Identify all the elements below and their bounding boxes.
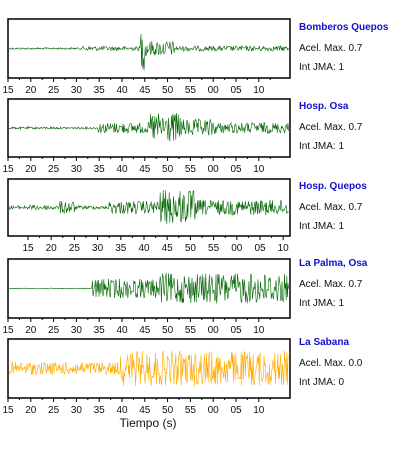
x-tick-label: 05: [254, 243, 266, 254]
station-name: La Palma, Osa: [299, 258, 368, 269]
x-tick-label: 40: [138, 243, 150, 254]
x-tick-label: 50: [162, 164, 174, 175]
x-tick-label: 25: [48, 85, 60, 96]
x-tick-label: 35: [94, 405, 106, 416]
station-name: La Sabana: [299, 337, 350, 348]
x-tick-label: 30: [71, 164, 83, 175]
x-tick-label: 30: [71, 85, 83, 96]
x-tick-label: 55: [185, 405, 197, 416]
x-tick-label: 00: [231, 243, 243, 254]
x-tick-label: 40: [116, 325, 128, 336]
x-tick-label: 05: [230, 405, 242, 416]
x-tick-label: 05: [230, 85, 242, 96]
x-tick-label: 45: [139, 85, 151, 96]
x-tick-label: 10: [253, 405, 265, 416]
acel-max-label: Acel. Max. 0.7: [299, 279, 363, 290]
x-tick-label: 00: [208, 325, 220, 336]
x-tick-label: 35: [94, 85, 106, 96]
panel-3: 15 20 25 30 35 40 45 50 55 00 05 10: [7, 178, 291, 254]
x-tick-label: 45: [139, 164, 151, 175]
panel-info-3: Hosp. Quepos Acel. Max. 0.7 Int JMA: 1: [299, 181, 409, 232]
x-tick-label: 15: [2, 325, 14, 336]
x-tick-label: 25: [48, 405, 60, 416]
x-tick-label: 50: [162, 405, 174, 416]
x-tick-label: 50: [162, 325, 174, 336]
x-tick-label: 15: [2, 405, 14, 416]
x-tick-label: 00: [208, 405, 220, 416]
x-tick-label: 20: [25, 164, 37, 175]
x-tick-label: 55: [185, 85, 197, 96]
x-tick-label: 05: [230, 325, 242, 336]
acel-max-label: Acel. Max. 0.7: [299, 43, 363, 54]
station-name: Bomberos Quepos: [299, 22, 389, 33]
x-tick-label: 30: [71, 405, 83, 416]
waveform-series: [8, 189, 289, 225]
x-tick-label: 45: [162, 243, 174, 254]
x-tick-label: 35: [94, 164, 106, 175]
x-tick-label: 40: [116, 85, 128, 96]
x-tick-label: 10: [278, 243, 290, 254]
station-name: Hosp. Osa: [299, 101, 349, 112]
x-tick-label: 20: [25, 405, 37, 416]
x-tick-label: 20: [46, 243, 58, 254]
x-tick-label: 50: [185, 243, 197, 254]
x-tick-label: 25: [69, 243, 81, 254]
x-tick-label: 35: [94, 325, 106, 336]
jma-intensity-label: Int JMA: 1: [299, 62, 345, 73]
jma-intensity-label: Int JMA: 1: [299, 141, 345, 152]
panel-frame: [7, 258, 291, 319]
x-tick-label: 25: [48, 164, 60, 175]
x-tick-label: 00: [208, 85, 220, 96]
jma-intensity-label: Int JMA: 1: [299, 298, 345, 309]
x-tick-label: 20: [25, 85, 37, 96]
x-tick-label: 10: [253, 164, 265, 175]
panel-info-4: La Palma, Osa Acel. Max. 0.7 Int JMA: 1: [299, 258, 409, 309]
x-tick-label: 20: [25, 325, 37, 336]
x-axis-label: Tiempo (s): [120, 416, 177, 430]
waveform-series: [9, 112, 289, 142]
x-tick-label: 55: [208, 243, 220, 254]
x-tick-label: 05: [230, 164, 242, 175]
x-tick-label: 25: [48, 325, 60, 336]
x-tick-label: 10: [253, 325, 265, 336]
x-tick-label: 40: [116, 405, 128, 416]
x-tick-label: 00: [208, 164, 220, 175]
x-tick-label: 15: [2, 164, 14, 175]
x-tick-label: 30: [92, 243, 104, 254]
waveform-series: [8, 273, 289, 304]
x-tick-label: 45: [139, 325, 151, 336]
x-tick-label: 10: [253, 85, 265, 96]
waveform-series: [8, 33, 289, 71]
panel-2: 15 20 25 30 35 40 45 50 55 00 05 10: [2, 98, 291, 175]
x-tick-label: 30: [71, 325, 83, 336]
panel-info-5: La Sabana Acel. Max. 0.0 Int JMA: 0: [299, 337, 409, 388]
x-tick-label: 45: [139, 405, 151, 416]
panel-info-2: Hosp. Osa Acel. Max. 0.7 Int JMA: 1: [299, 101, 409, 152]
acel-max-label: Acel. Max. 0.0: [299, 358, 363, 369]
panel-info-1: Bomberos Quepos Acel. Max. 0.7 Int JMA: …: [299, 22, 409, 73]
station-name: Hosp. Quepos: [299, 181, 367, 192]
x-tick-label: 15: [2, 85, 14, 96]
panel-5: 15 20 25 30 35 40 45 50 55 00 05 10: [2, 338, 291, 416]
x-tick-label: 15: [22, 243, 34, 254]
panel-4: 15 20 25 30 35 40 45 50 55 00 05 10: [2, 258, 291, 336]
acel-max-label: Acel. Max. 0.7: [299, 202, 363, 213]
x-tick-label: 55: [185, 325, 197, 336]
panel-1: 15 20 25 30 35 40 45 50 55 00 05 10: [2, 18, 291, 96]
jma-intensity-label: Int JMA: 0: [299, 377, 345, 388]
jma-intensity-label: Int JMA: 1: [299, 221, 345, 232]
x-tick-label: 55: [185, 164, 197, 175]
x-tick-label: 35: [115, 243, 127, 254]
x-tick-label: 40: [116, 164, 128, 175]
x-tick-label: 50: [162, 85, 174, 96]
acel-max-label: Acel. Max. 0.7: [299, 122, 363, 133]
waveform-series: [8, 350, 289, 387]
